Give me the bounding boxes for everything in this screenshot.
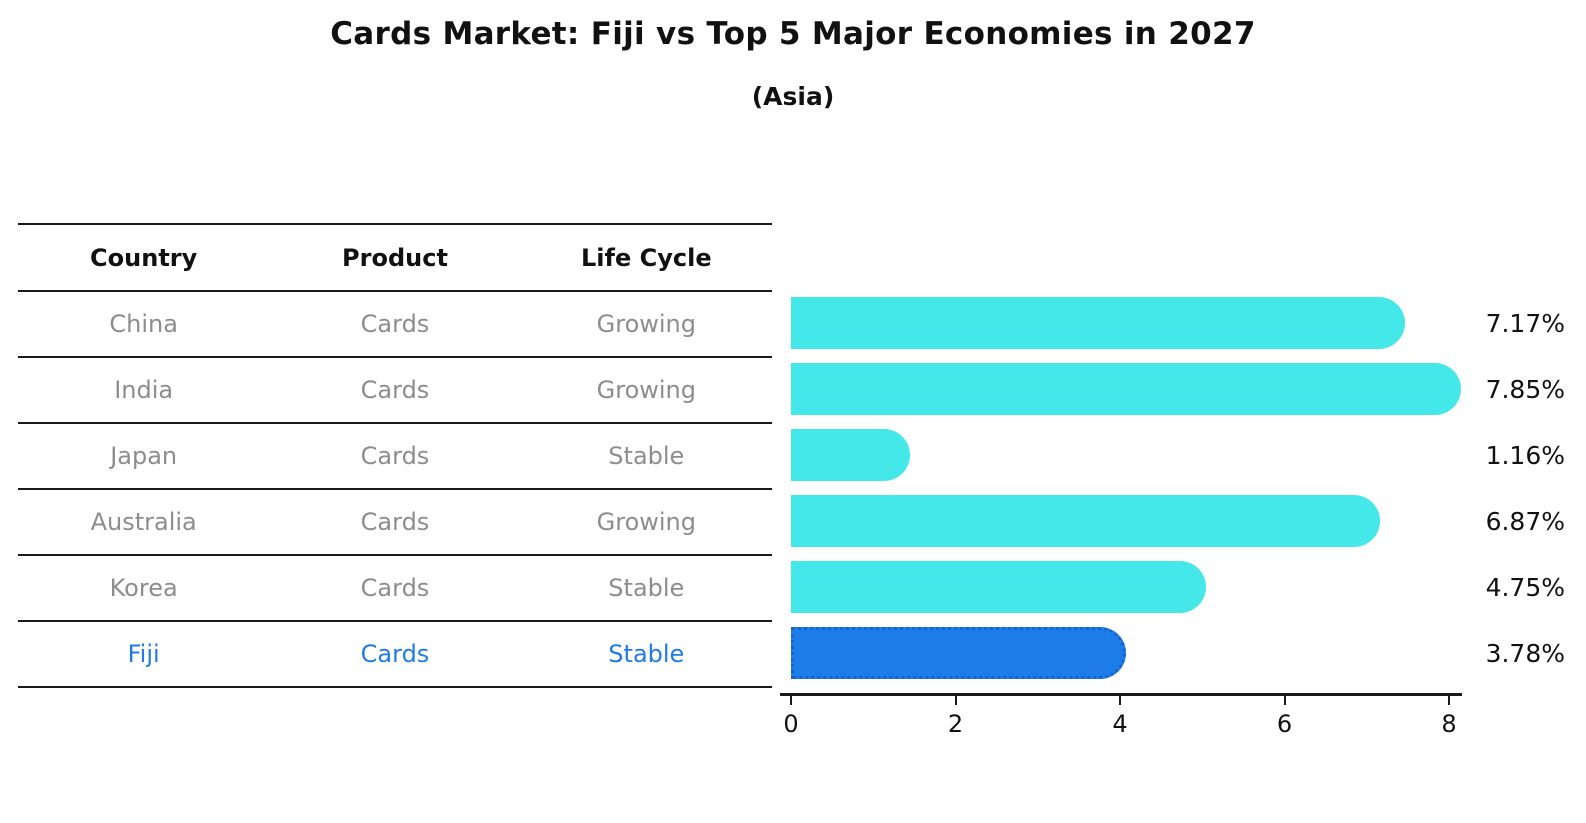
x-tick-mark <box>954 696 957 705</box>
table-cell-country: Australia <box>90 508 197 536</box>
table-cell-life-cycle: Growing <box>596 508 696 536</box>
table-cell-life-cycle: Stable <box>608 574 685 602</box>
x-axis-line <box>780 693 1462 696</box>
bar-value-label: 7.85% <box>1485 374 1565 404</box>
table-row: Australia Cards Growing <box>18 490 772 556</box>
x-axis-ticks: 0 2 4 6 8 <box>783 696 1457 756</box>
table-cell-country: Korea <box>109 574 178 602</box>
table-cell-product: Cards <box>360 640 430 668</box>
bar <box>791 363 1461 415</box>
bar-value-label: 6.87% <box>1485 506 1565 536</box>
bar-row-china: 7.17% <box>791 290 1565 356</box>
bar-value-label: 1.16% <box>1485 440 1565 470</box>
table-cell-product: Cards <box>360 442 430 470</box>
table-cell-life-cycle: Growing <box>596 310 696 338</box>
x-tick-label: 2 <box>947 710 964 738</box>
bar-row-fiji: 3.78% <box>791 620 1565 686</box>
table-cell-life-cycle: Stable <box>608 442 685 470</box>
table-cell-country: Fiji <box>127 640 160 668</box>
table-row: India Cards Growing <box>18 358 772 424</box>
table-header-product: Product <box>342 243 448 272</box>
table-row: China Cards Growing <box>18 292 772 358</box>
bar <box>791 495 1381 547</box>
bar-value-label: 3.78% <box>1485 638 1565 668</box>
country-table: Country Product Life Cycle China Cards Gro… <box>18 223 772 688</box>
table-cell-country: India <box>114 376 174 404</box>
x-tick-mark <box>1448 696 1450 705</box>
table-cell-product: Cards <box>360 310 430 338</box>
bar-value-label: 7.17% <box>1485 308 1565 338</box>
bar-row-india: 7.85% <box>791 356 1565 422</box>
x-tick-label: 6 <box>1276 710 1293 738</box>
table-cell-product: Cards <box>360 376 430 404</box>
bar-chart-plot-area: 7.17% 7.85% 1.16% 6.87% 4.75% 3.78% <box>791 290 1565 686</box>
x-tick-label: 0 <box>783 710 799 738</box>
bar-value-label: 4.75% <box>1485 572 1565 602</box>
x-tick-label: 4 <box>1112 710 1128 738</box>
table-top-border <box>18 223 772 225</box>
chart-subtitle: (Asia) <box>751 82 835 111</box>
x-tick-mark <box>1283 696 1286 705</box>
table-cell-life-cycle: Growing <box>596 376 696 404</box>
x-tick-mark <box>790 696 792 705</box>
bar <box>791 297 1405 349</box>
bar-row-japan: 1.16% <box>791 422 1565 488</box>
bar <box>791 561 1206 613</box>
bar <box>791 429 911 481</box>
bar-row-korea: 4.75% <box>791 554 1565 620</box>
table-cell-product: Cards <box>360 508 430 536</box>
table-row: Fiji Cards Stable <box>18 622 772 688</box>
table-header-life-cycle: Life Cycle <box>581 243 712 272</box>
table-row: Japan Cards Stable <box>18 424 772 490</box>
table-header-row: Country Product Life Cycle <box>18 225 772 292</box>
chart-title: Cards Market: Fiji vs Top 5 Major Econom… <box>330 16 1256 52</box>
table-cell-product: Cards <box>360 574 430 602</box>
table-cell-country: Japan <box>110 442 178 470</box>
x-tick-mark <box>1119 696 1121 705</box>
bar-row-australia: 6.87% <box>791 488 1565 554</box>
table-header-country: Country <box>90 243 198 272</box>
table-row: Korea Cards Stable <box>18 556 772 622</box>
bar-highlighted <box>791 627 1126 679</box>
table-cell-life-cycle: Stable <box>608 640 685 668</box>
table-body: China Cards Growing India Cards Growing Japan C… <box>18 292 772 688</box>
table-cell-country: China <box>109 310 178 338</box>
x-tick-label: 8 <box>1441 710 1457 738</box>
